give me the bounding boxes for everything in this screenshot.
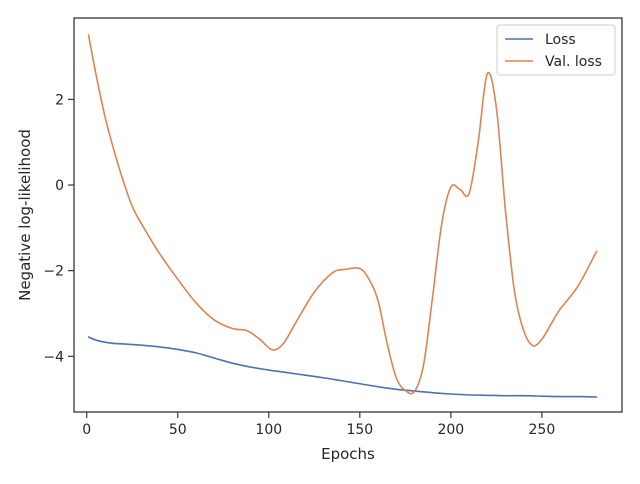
- y-axis-label: Negative log-likelihood: [16, 129, 34, 301]
- y-tick-label: −2: [43, 264, 64, 280]
- y-tick-label: 0: [55, 178, 64, 194]
- plot-area: [73, 17, 623, 413]
- legend: Loss Val. loss: [496, 24, 616, 76]
- x-tick-label: 50: [169, 422, 187, 438]
- y-tick-label: 2: [55, 92, 64, 108]
- val-loss-series-line: [87, 34, 598, 395]
- x-tick-label: 250: [529, 422, 556, 438]
- x-tick-label: 0: [82, 422, 91, 438]
- x-tick-label: 100: [255, 422, 282, 438]
- plot-frame: [73, 17, 623, 413]
- y-axis-ticks: −4 −2 0 2: [43, 92, 74, 365]
- x-tick-label: 200: [437, 422, 464, 438]
- legend-box: [496, 24, 616, 76]
- loss-series-line: [87, 336, 598, 398]
- x-axis-label: Epochs: [321, 445, 375, 463]
- x-tick-label: 150: [346, 422, 373, 438]
- val-loss-legend-label: Val. loss: [545, 54, 602, 70]
- loss-legend-label: Loss: [545, 32, 576, 48]
- x-axis-ticks: 0 50 100 150 200 250: [82, 412, 555, 438]
- y-tick-label: −4: [43, 349, 64, 365]
